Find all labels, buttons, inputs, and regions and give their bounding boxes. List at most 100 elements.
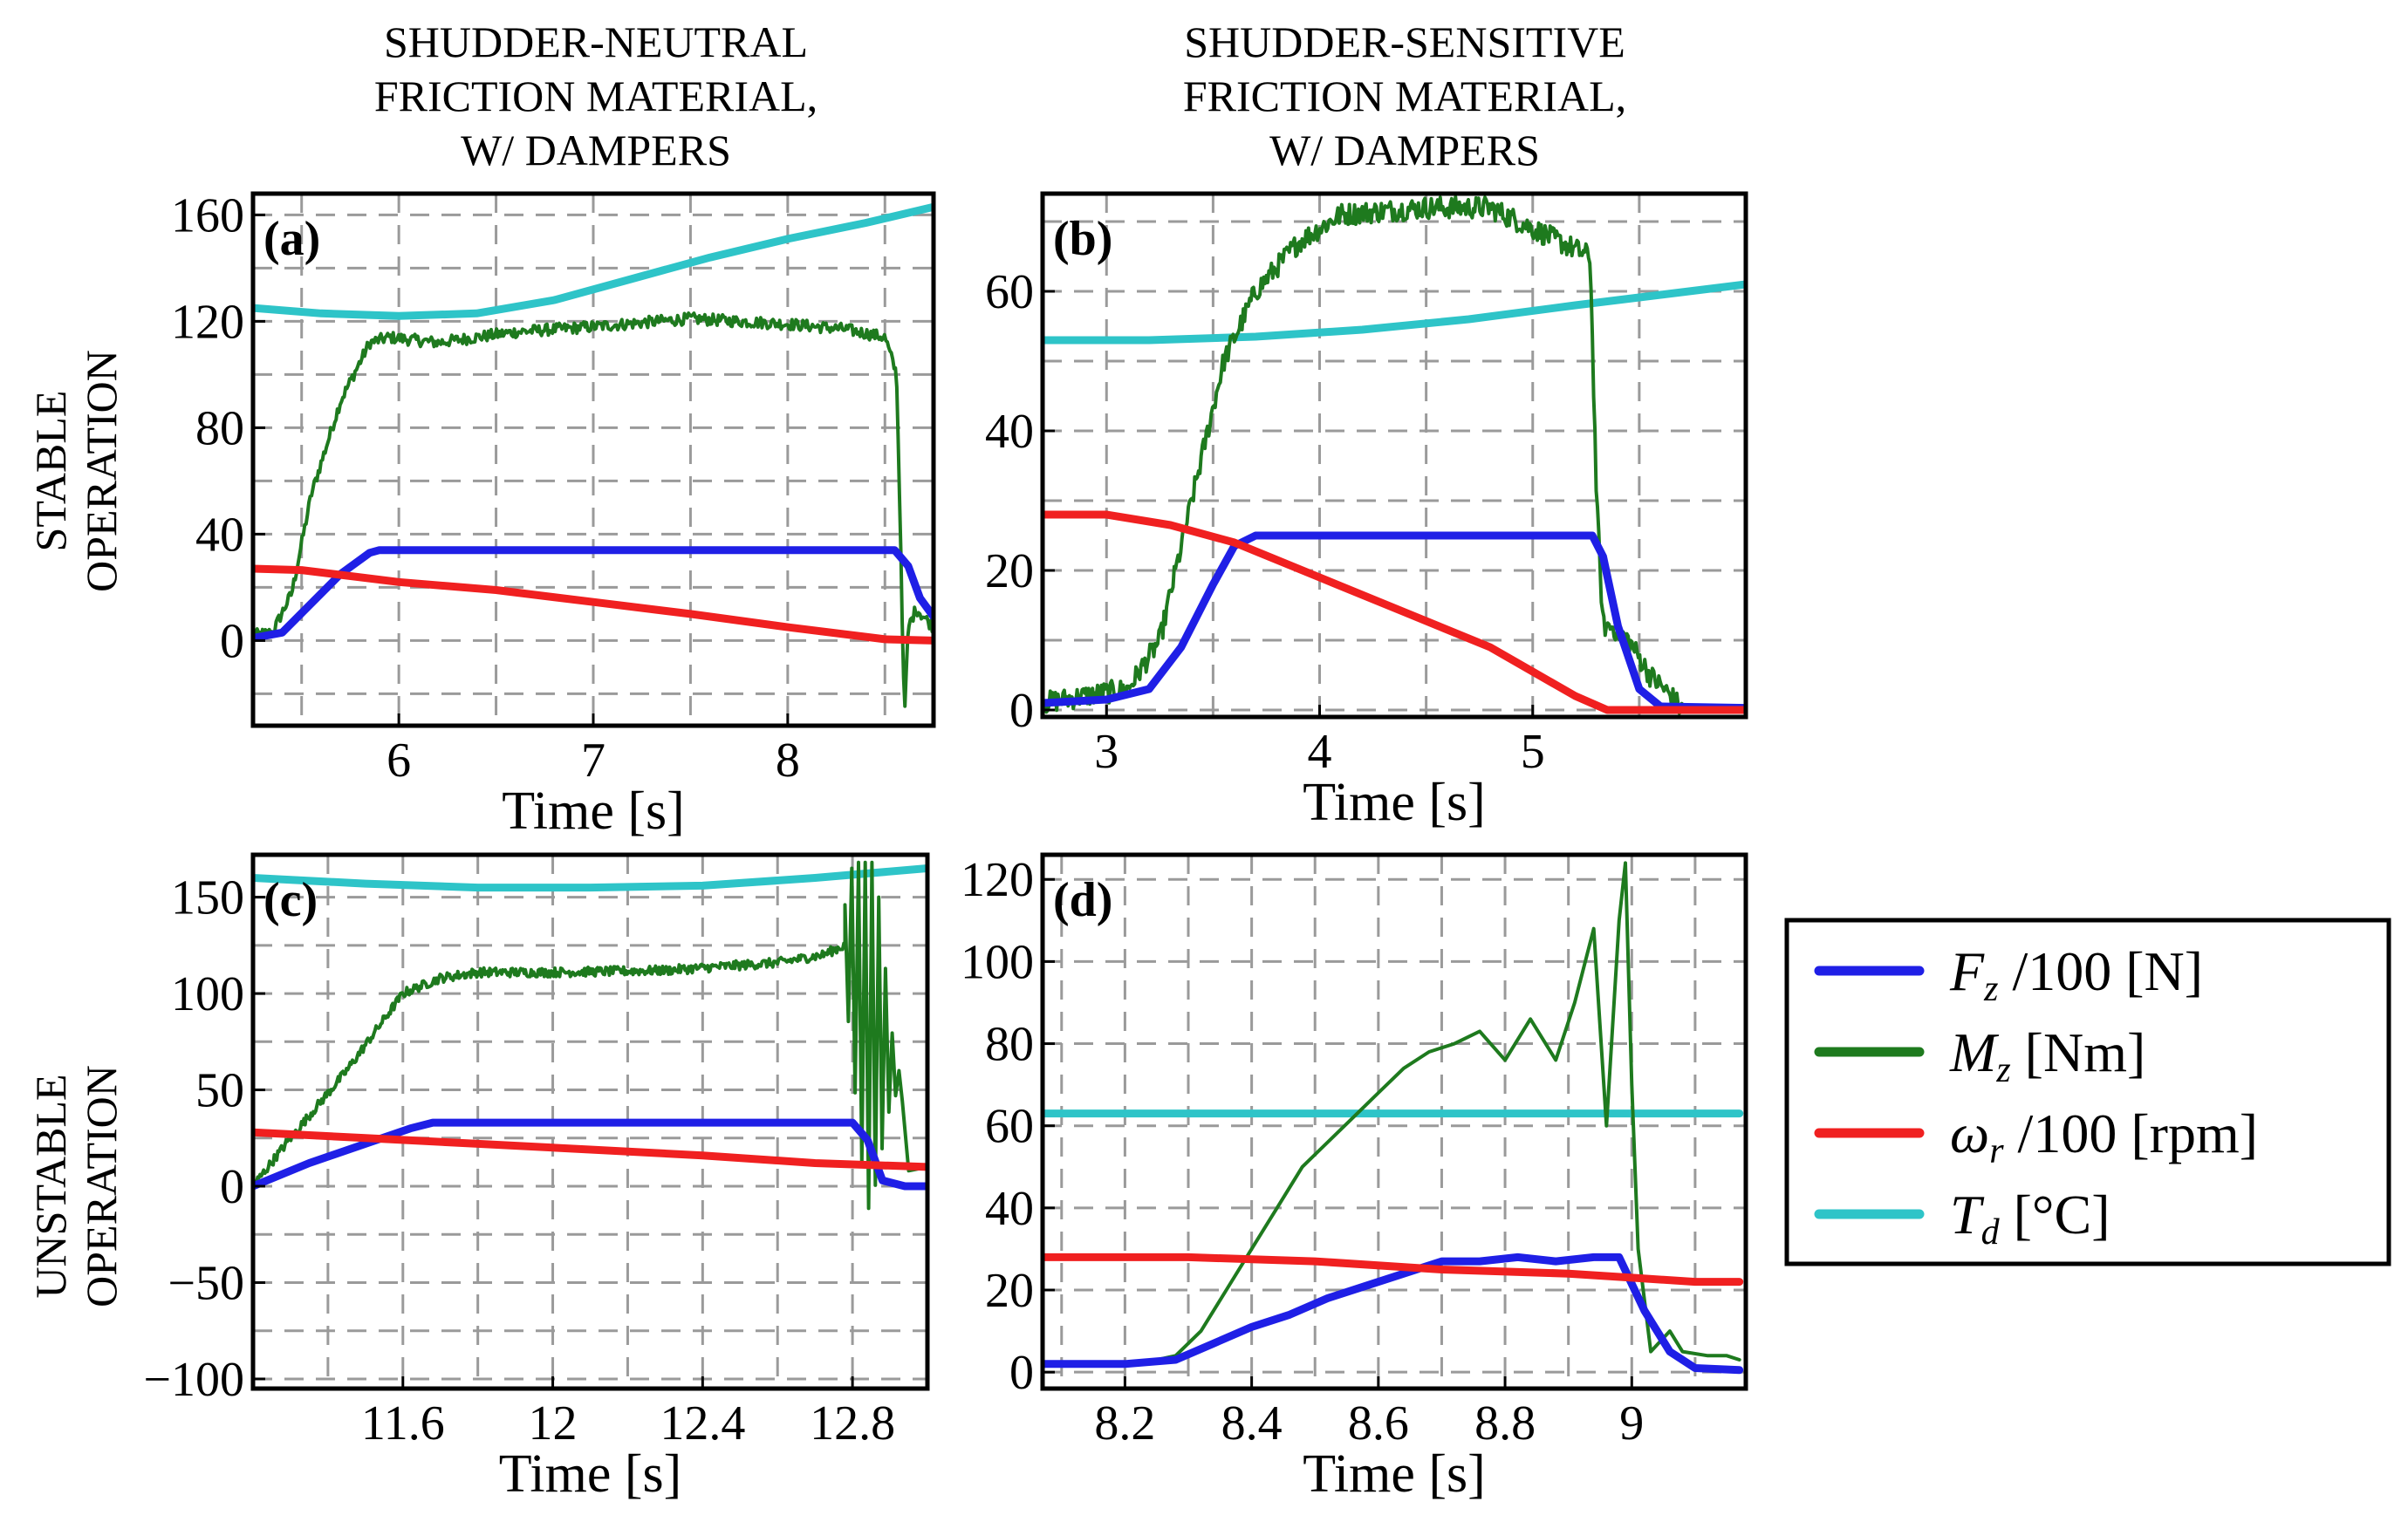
series-line-Td (253, 202, 934, 320)
series-line-Mz (1043, 195, 1684, 716)
y-tick-label: 80 (195, 401, 244, 455)
column-title-right-line-3: W/ DAMPERS (1269, 126, 1540, 174)
column-title-right-line-2: FRICTION MATERIAL, (1183, 72, 1626, 120)
ticks: 8.2 8.4 8.6 8.8 9 0 20 40 60 80 100 120 (961, 853, 1644, 1451)
column-title-left-line-2: FRICTION MATERIAL, (374, 72, 817, 120)
y-tick-label: 20 (985, 544, 1034, 598)
series-group (1043, 861, 1744, 1375)
x-tick-label: 4 (1308, 725, 1332, 779)
panel-b: 3 4 5 0 20 40 60 Time [s] (b) (985, 191, 1748, 832)
panel-d: 8.2 8.4 8.6 8.8 9 0 20 40 60 80 100 120 Time [s] (d) (961, 852, 1748, 1504)
panel-label: (c) (263, 873, 318, 927)
legend-label: Fz /100 [N] (1949, 940, 2203, 1009)
x-tick-label: 12 (529, 1396, 578, 1451)
y-tick-label: 50 (195, 1064, 244, 1118)
y-tick-label: 0 (220, 614, 244, 668)
x-tick-label: 6 (387, 734, 411, 788)
y-tick-label: 60 (985, 265, 1034, 319)
y-tick-label: 120 (171, 295, 244, 349)
column-title-right: SHUDDER-SENSITIVE FRICTION MATERIAL, W/ … (1183, 17, 1626, 174)
y-tick-label: 40 (985, 1182, 1034, 1236)
panel-label: (a) (263, 212, 320, 266)
column-title-left-line-3: W/ DAMPERS (461, 126, 731, 174)
plot-frame (1040, 191, 1748, 720)
series-line-wr (253, 564, 934, 645)
y-tick-label: −50 (168, 1256, 244, 1310)
grid (253, 194, 934, 726)
y-tick-label: 120 (961, 853, 1034, 907)
series-line-Fz (1043, 1253, 1744, 1375)
plot-frame (1040, 852, 1748, 1391)
series-line-wr (1043, 1253, 1744, 1287)
x-tick-label: 8.8 (1474, 1396, 1536, 1451)
series-line-Fz (253, 546, 934, 642)
y-tick-label: 100 (961, 935, 1034, 989)
y-tick-label: 0 (1009, 684, 1034, 738)
legend-entry: Fz /100 [N] (1814, 940, 2203, 1009)
legend-box (1784, 918, 2391, 1266)
row-label-unstable-line-1: UNSTABLE (26, 1074, 75, 1298)
legend-label: Td [°C] (1950, 1184, 2110, 1253)
y-tick-label: 40 (195, 508, 244, 562)
series-group (1043, 195, 1746, 716)
series-line-Mz (1043, 861, 1741, 1366)
x-tick-label: 12.8 (810, 1396, 895, 1451)
legend-entry: Mz [Nm] (1814, 1021, 2145, 1090)
x-tick-label: 12.4 (660, 1396, 745, 1451)
row-label-unstable: UNSTABLE OPERATION (26, 1065, 126, 1307)
series-line-Mz (253, 860, 927, 1211)
panel-label: (b) (1053, 212, 1112, 266)
x-tick-label: 5 (1521, 725, 1545, 779)
series-line-wr (253, 1128, 927, 1171)
x-axis-label: Time [s] (1303, 1444, 1486, 1504)
y-tick-label: 150 (171, 871, 244, 925)
legend-entry: Td [°C] (1814, 1184, 2110, 1253)
y-tick-label: 80 (985, 1018, 1034, 1072)
series-line-Td (253, 864, 927, 892)
series-line-Fz (253, 1118, 927, 1191)
grid (1043, 855, 1746, 1389)
y-tick-label: 20 (985, 1264, 1034, 1318)
panel-label: (d) (1053, 873, 1112, 927)
x-tick-label: 8.2 (1094, 1396, 1155, 1451)
legend-entry: ωr /100 [rpm] (1814, 1102, 2258, 1171)
legend-label: Mz [Nm] (1949, 1021, 2145, 1090)
column-title-left-line-1: SHUDDER-NEUTRAL (384, 17, 808, 66)
y-tick-label: 60 (985, 1100, 1034, 1154)
x-tick-label: 9 (1619, 1396, 1644, 1451)
column-title-left: SHUDDER-NEUTRAL FRICTION MATERIAL, W/ DA… (374, 17, 817, 174)
x-tick-label: 7 (581, 734, 605, 788)
x-axis-label: Time [s] (502, 782, 685, 841)
y-tick-label: −100 (143, 1353, 244, 1407)
x-axis-label: Time [s] (499, 1444, 682, 1504)
row-label-unstable-line-2: OPERATION (77, 1065, 126, 1307)
y-tick-label: 160 (171, 188, 244, 242)
series-group (253, 860, 927, 1211)
row-label-stable: STABLE OPERATION (26, 350, 126, 592)
column-title-right-line-1: SHUDDER-SENSITIVE (1184, 17, 1625, 66)
series-line-Mz (253, 311, 934, 708)
y-tick-label: 40 (985, 405, 1034, 459)
panel-c: 11.6 12 12.4 12.8 −100 −50 0 50 100 150 Time [s] (c… (143, 852, 930, 1504)
y-tick-label: 0 (1009, 1346, 1034, 1400)
ticks: 11.6 12 12.4 12.8 −100 −50 0 50 100 150 (143, 871, 895, 1451)
row-label-stable-line-1: STABLE (26, 391, 75, 552)
series-line-wr (1043, 510, 1746, 714)
x-tick-label: 11.6 (361, 1396, 445, 1451)
plot-frame (250, 852, 930, 1391)
x-tick-label: 8.4 (1221, 1396, 1283, 1451)
x-axis-label: Time [s] (1303, 773, 1486, 832)
series-line-Td (1043, 280, 1746, 345)
row-label-stable-line-2: OPERATION (77, 350, 126, 592)
series-line-Fz (1043, 531, 1746, 713)
y-tick-label: 0 (220, 1160, 244, 1214)
legend: Fz /100 [N] Mz [Nm] ωr /100 [rpm] Td [°C] (1784, 918, 2391, 1266)
legend-label: ωr /100 [rpm] (1950, 1102, 2258, 1171)
x-tick-label: 8.6 (1348, 1396, 1409, 1451)
ticks: 3 4 5 0 20 40 60 (985, 265, 1545, 779)
y-tick-label: 100 (171, 967, 244, 1021)
x-tick-label: 8 (776, 734, 800, 788)
